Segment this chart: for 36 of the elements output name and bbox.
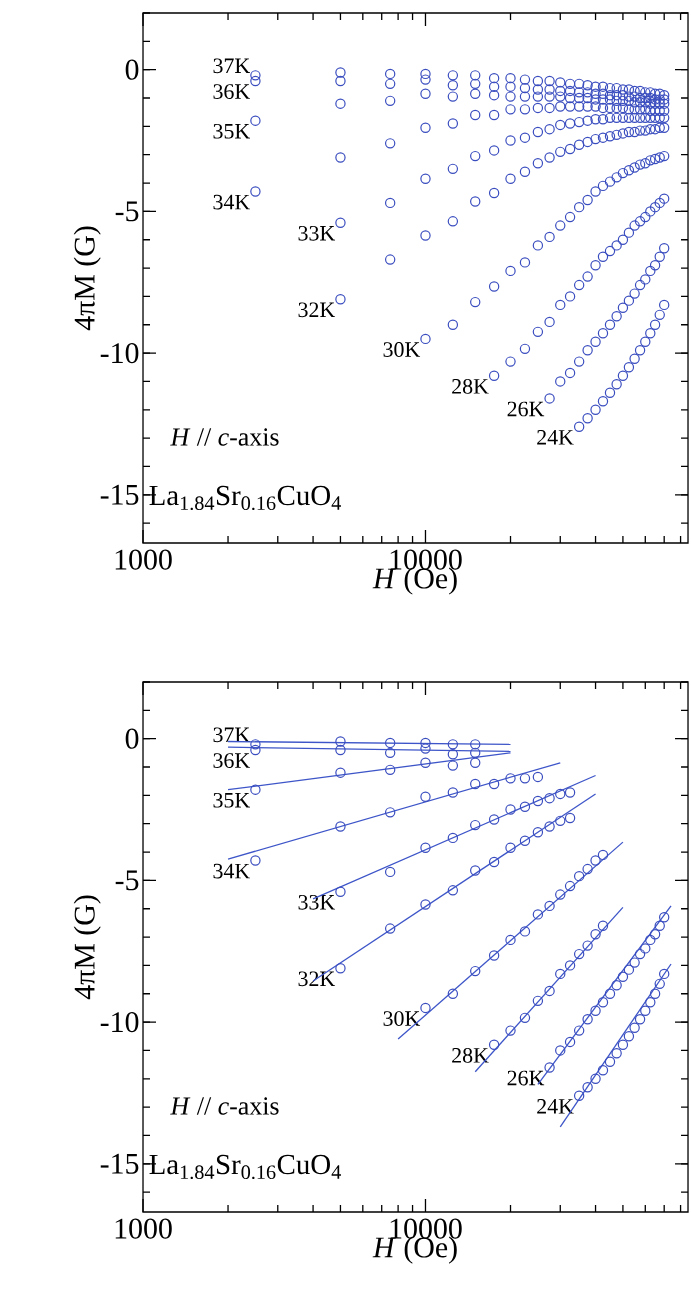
series-label: 35K	[213, 792, 250, 808]
series-label: 30K	[383, 1011, 421, 1026]
series-label: 34K	[213, 194, 250, 210]
y-axis-title: 4πM (G)	[73, 895, 101, 1000]
y-tick-label: -15	[100, 1153, 139, 1174]
annotation: La$_{1.84}$Sr$_{0.16}$CuO$_{4}$	[149, 485, 341, 511]
series-label: 30K	[383, 342, 421, 357]
x-tick-label: 1000	[115, 549, 172, 570]
x-tick-label: 1000	[115, 1218, 172, 1239]
annotation: H // c-axis	[170, 1097, 279, 1115]
y-tick-label: -5	[115, 201, 139, 222]
annotation: H // c-axis	[170, 428, 279, 446]
series-label: 36K	[213, 84, 250, 99]
y-tick-label: 0	[125, 59, 139, 80]
y-tick-label: -10	[100, 343, 139, 364]
y-tick-label: -10	[100, 1012, 139, 1033]
series-label: 32K	[298, 302, 336, 318]
series-label: 28K	[452, 1047, 489, 1063]
series-label: 33K	[298, 894, 336, 910]
series-label: 32K	[298, 971, 336, 987]
series-label: 34K	[213, 863, 250, 879]
series-label: 26K	[507, 1070, 545, 1086]
y-axis-title: 4πM (G)	[73, 226, 101, 331]
annotation: La$_{1.84}$Sr$_{0.16}$CuO$_{4}$	[149, 1154, 341, 1180]
series-label: 33K	[298, 225, 336, 241]
series-label: 28K	[452, 378, 489, 394]
y-tick-label: 0	[125, 728, 139, 749]
y-tick-label: -5	[115, 870, 139, 891]
series-label: 26K	[507, 401, 545, 417]
series-label: 24K	[537, 1098, 574, 1114]
y-tick-label: -15	[100, 484, 139, 505]
series-label: 37K	[213, 58, 250, 74]
series-label: 35K	[213, 123, 250, 139]
series-label: 36K	[213, 753, 250, 768]
series-label: 24K	[537, 429, 574, 445]
series-label: 37K	[213, 727, 250, 743]
